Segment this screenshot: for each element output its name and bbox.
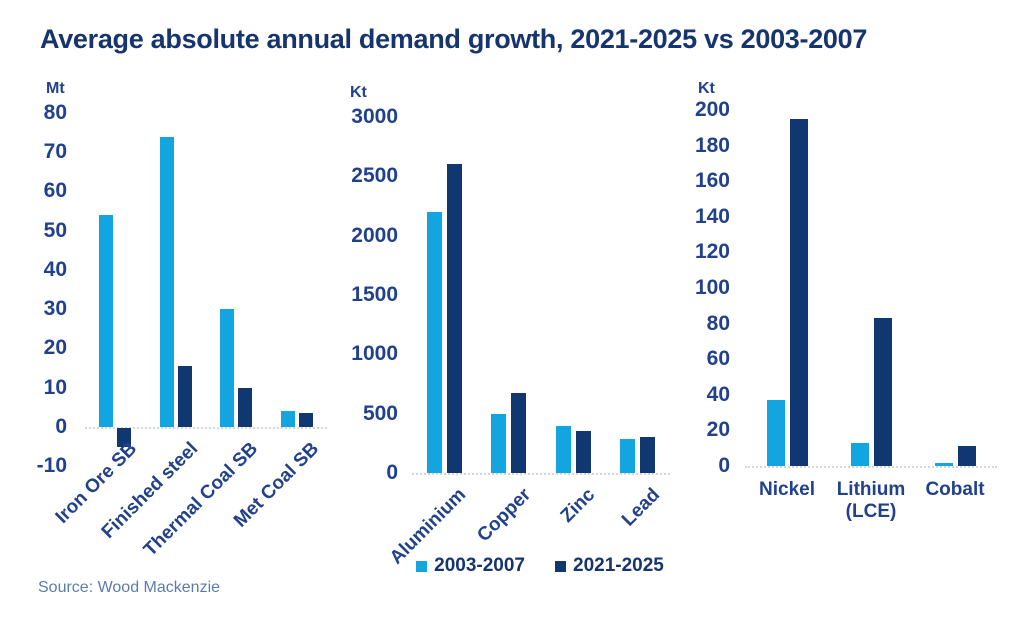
y-axis-tick: 20 xyxy=(43,336,67,360)
bar-2021-2025 xyxy=(177,365,192,427)
bar-2021-2025 xyxy=(873,318,892,466)
y-axis-tick: 160 xyxy=(694,169,730,193)
source-note: Source: Wood Mackenzie xyxy=(38,579,221,596)
bar-2003-2007 xyxy=(555,425,571,473)
bar-2021-2025 xyxy=(446,164,462,473)
y-axis-tick: 20 xyxy=(706,418,730,442)
x-axis-label: Lead xyxy=(617,484,664,531)
bar-2003-2007 xyxy=(850,442,869,466)
y-axis-tick: 70 xyxy=(43,140,67,164)
y-axis-unit: Kt xyxy=(698,80,715,97)
x-axis-line xyxy=(85,426,327,429)
x-axis-label: Lithium (LCE) xyxy=(836,479,906,522)
bar-2021-2025 xyxy=(117,427,132,448)
y-axis-tick: 80 xyxy=(43,101,67,124)
bar-2021-2025 xyxy=(298,413,313,427)
x-axis-label: Zinc xyxy=(556,484,600,527)
y-axis-tick: 60 xyxy=(43,179,67,203)
y-axis-tick: 0 xyxy=(55,414,67,438)
y-axis-tick: 0 xyxy=(718,454,730,477)
y-axis-tick: 1500 xyxy=(351,283,398,306)
y-axis-unit: Mt xyxy=(46,80,65,97)
x-axis-label: Nickel xyxy=(759,479,815,500)
y-axis-tick: 40 xyxy=(706,382,730,406)
legend-label: 2003-2007 xyxy=(434,555,525,576)
x-axis-label: Cobalt xyxy=(925,479,985,500)
bar-2003-2007 xyxy=(99,214,114,427)
x-axis-line xyxy=(412,473,670,475)
bar-2021-2025 xyxy=(575,431,591,473)
bar-2021-2025 xyxy=(511,393,527,473)
y-axis-tick: 180 xyxy=(694,133,730,157)
y-axis-tick: 60 xyxy=(706,347,730,371)
x-axis-label: Aluminium xyxy=(386,484,471,569)
x-axis-line xyxy=(745,466,997,468)
y-axis-tick: 40 xyxy=(43,257,67,281)
bar-2003-2007 xyxy=(491,413,507,473)
bar-2003-2007 xyxy=(620,438,636,473)
bar-2021-2025 xyxy=(238,387,253,427)
y-axis-tick: 0 xyxy=(386,461,398,484)
bar-2003-2007 xyxy=(426,211,442,473)
y-axis-tick: 1000 xyxy=(351,342,398,366)
y-axis-tick: 3000 xyxy=(351,105,398,128)
y-axis-tick: 500 xyxy=(362,401,398,425)
y-axis-tick: 140 xyxy=(694,204,730,228)
legend-swatch xyxy=(416,561,428,572)
legend-label: 2021-2025 xyxy=(573,555,664,576)
legend: 2003-2007 2021-2025 xyxy=(330,555,750,577)
y-axis-unit: Kt xyxy=(350,84,367,101)
x-axis-label: Copper xyxy=(473,484,535,547)
bar-2021-2025 xyxy=(789,118,808,466)
y-axis-tick: 2000 xyxy=(351,223,398,247)
y-axis-tick: 80 xyxy=(706,311,730,335)
y-axis-tick: 200 xyxy=(694,98,730,121)
bar-2003-2007 xyxy=(280,411,295,427)
y-axis-tick: 30 xyxy=(43,297,67,321)
bar-2021-2025 xyxy=(640,437,656,473)
y-axis-tick: 50 xyxy=(43,218,67,242)
y-axis-tick: 100 xyxy=(694,276,730,299)
legend-swatch xyxy=(555,561,566,572)
chart-title: Average absolute annual demand growth, 2… xyxy=(40,24,868,54)
bar-2003-2007 xyxy=(159,136,174,427)
y-axis-tick: 120 xyxy=(694,240,730,264)
y-axis-tick: 10 xyxy=(43,375,67,399)
y-axis-tick: -10 xyxy=(36,454,67,477)
bar-2003-2007 xyxy=(934,463,953,466)
y-axis-tick: 2500 xyxy=(351,164,398,188)
legend-item: 2003-2007 xyxy=(416,555,525,577)
legend-item: 2021-2025 xyxy=(555,555,664,577)
bar-2021-2025 xyxy=(957,446,976,466)
bar-2003-2007 xyxy=(766,400,785,466)
bar-2003-2007 xyxy=(220,309,235,427)
